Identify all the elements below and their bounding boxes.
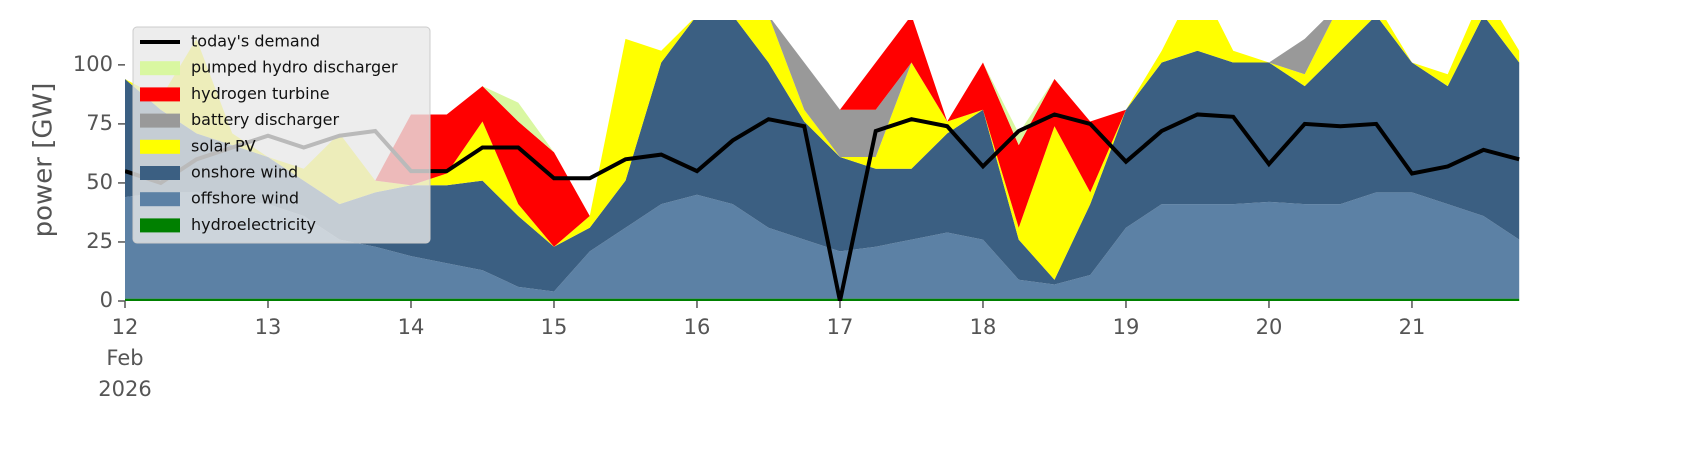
legend-label: hydrogen turbine — [191, 84, 330, 103]
x-tick-label: 21 — [1398, 315, 1426, 339]
y-tick-label: 100 — [73, 52, 113, 76]
legend-swatch — [140, 192, 180, 207]
legend-label: hydroelectricity — [191, 215, 316, 234]
legend-label: offshore wind — [191, 189, 299, 208]
y-tick-label: 25 — [86, 229, 113, 253]
legend: today's demand pumped hydro discharger hyd… — [132, 26, 431, 244]
legend-swatch — [140, 218, 180, 233]
legend-swatch — [140, 139, 180, 154]
area — [125, 20, 1520, 247]
legend-swatch — [140, 166, 180, 180]
legend-box — [132, 26, 431, 244]
x-tick-label: 19 — [1112, 315, 1140, 339]
y-tick-label: 75 — [86, 111, 113, 135]
x-tick-label: 20 — [1255, 315, 1283, 339]
legend-label: today's demand — [191, 32, 320, 51]
y-tick-label: 50 — [86, 170, 113, 194]
legend-label: onshore wind — [191, 163, 298, 182]
x-tick-label: 15 — [540, 315, 568, 339]
legend-label: pumped hydro discharger — [191, 58, 398, 77]
x-tick-label: 12 Feb 2026 — [98, 315, 152, 401]
y-axis-label: power [GW] — [29, 83, 59, 238]
legend-label: solar PV — [191, 136, 256, 155]
legend-swatch — [140, 113, 180, 128]
x-tick-label: 16 — [683, 315, 711, 339]
legend-swatch — [140, 87, 180, 102]
area — [125, 298, 1520, 301]
y-tick-label: 0 — [100, 288, 113, 312]
area — [125, 20, 1520, 292]
x-tick-label: 13 — [254, 315, 282, 339]
area — [125, 192, 1520, 299]
x-tick-label: 14 — [397, 315, 425, 339]
legend-swatch — [140, 61, 180, 76]
legend-label: battery discharger — [191, 110, 339, 129]
x-tick-label: 18 — [969, 315, 997, 339]
x-tick-label: 17 — [826, 315, 854, 339]
